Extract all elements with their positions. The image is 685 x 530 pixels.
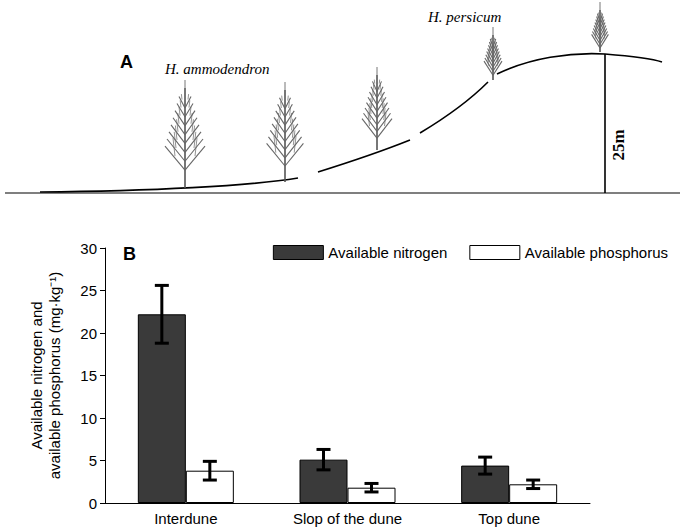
svg-text:10: 10 bbox=[80, 410, 97, 427]
svg-text:Top dune: Top dune bbox=[478, 510, 540, 527]
svg-text:Available phosphorus: Available phosphorus bbox=[525, 244, 668, 261]
svg-text:A: A bbox=[120, 52, 133, 72]
svg-text:25: 25 bbox=[80, 282, 97, 299]
svg-text:Available nitrogen: Available nitrogen bbox=[328, 244, 447, 261]
svg-text:30: 30 bbox=[80, 240, 97, 257]
svg-text:0: 0 bbox=[89, 495, 97, 512]
svg-text:20: 20 bbox=[80, 325, 97, 342]
svg-text:Available nitrogen and: Available nitrogen and bbox=[28, 301, 45, 449]
svg-text:25m: 25m bbox=[609, 129, 628, 160]
svg-text:H. persicum: H. persicum bbox=[427, 9, 501, 25]
svg-text:H. ammodendron: H. ammodendron bbox=[164, 61, 269, 77]
svg-text:15: 15 bbox=[80, 367, 97, 384]
svg-text:available phosphorus (mg·kg⁻¹): available phosphorus (mg·kg⁻¹) bbox=[46, 272, 63, 480]
svg-text:Interdune: Interdune bbox=[154, 510, 217, 527]
svg-text:5: 5 bbox=[89, 452, 97, 469]
svg-text:B: B bbox=[123, 244, 136, 264]
svg-text:Slop of the dune: Slop of the dune bbox=[293, 510, 402, 527]
